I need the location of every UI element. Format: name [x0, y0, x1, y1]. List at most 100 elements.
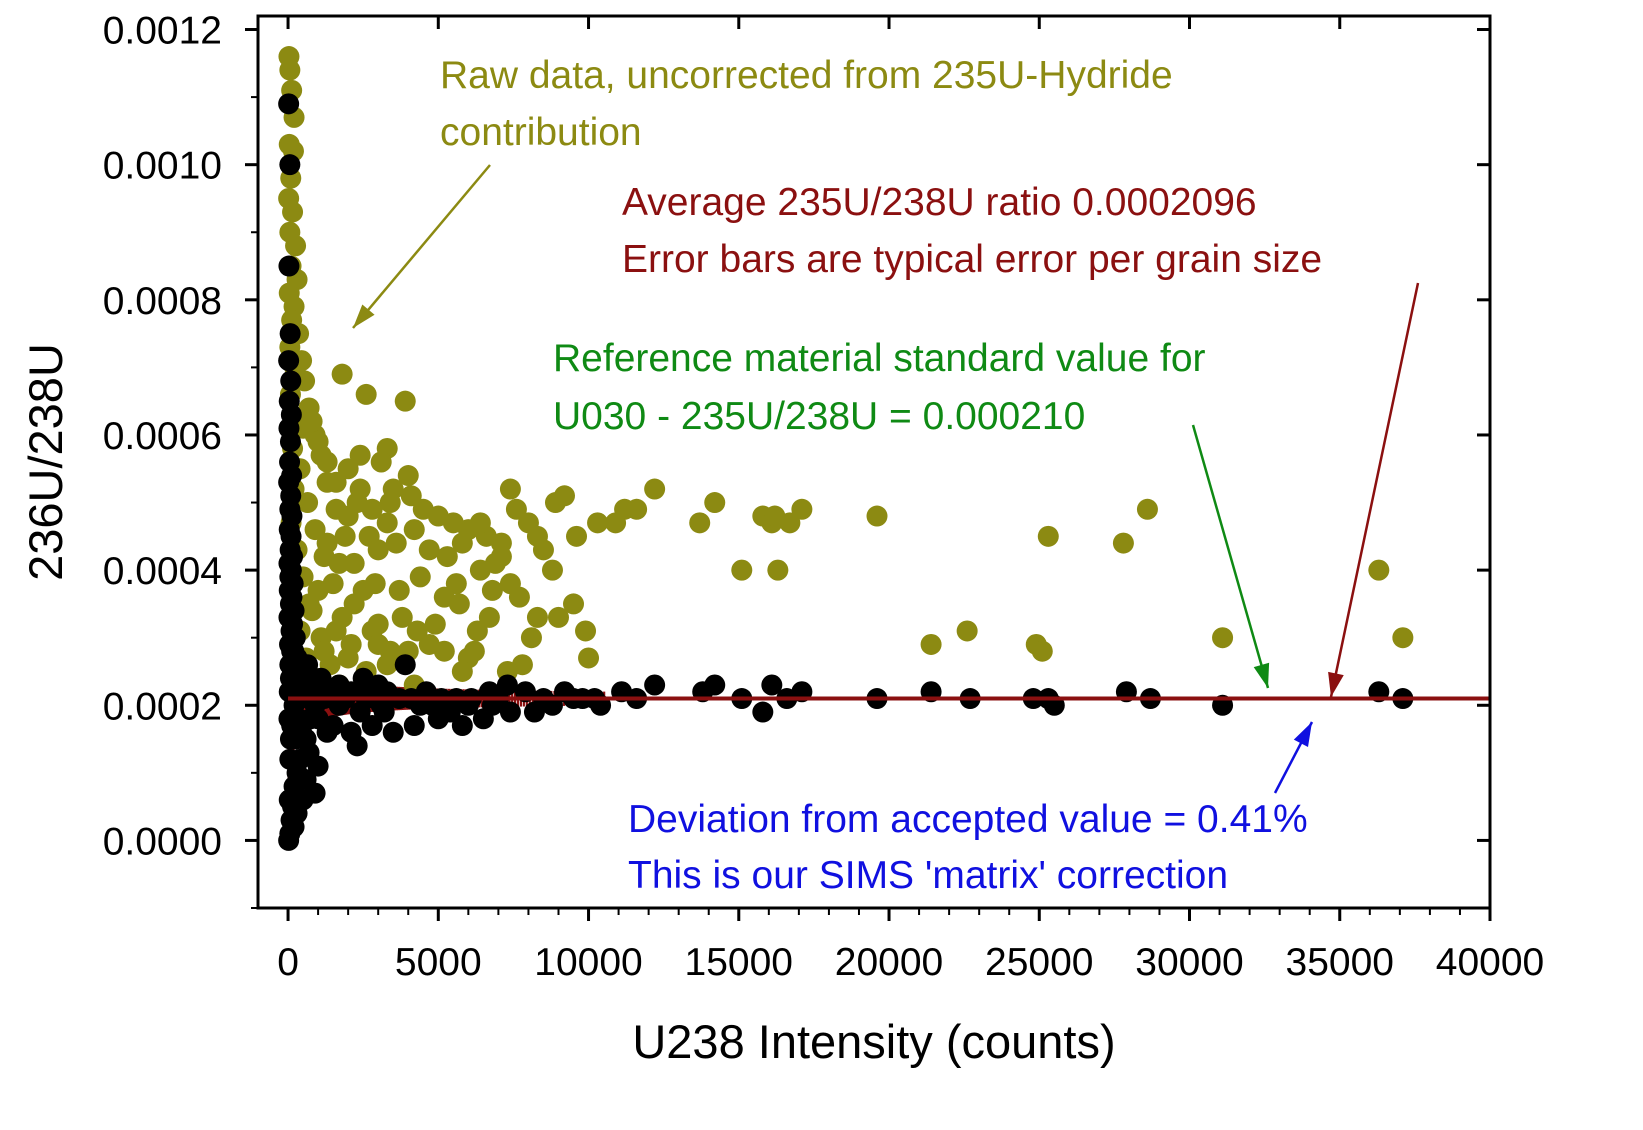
x-tick-label: 25000 [985, 941, 1093, 984]
annotation-average-ratio: Average 235U/238U ratio 0.0002096 Error … [622, 181, 1322, 281]
x-axis: 0 5000 10000 15000 20000 25000 30000 35000 40000 [277, 16, 1544, 984]
raw-data-point [791, 498, 813, 520]
raw-data-point [328, 552, 350, 574]
corrected-data-point [361, 715, 383, 737]
raw-data-point [469, 512, 491, 534]
raw-data-point [418, 633, 440, 655]
reference-value-arrow [1191, 424, 1270, 689]
annotation-average-line-2: Error bars are typical error per grain s… [622, 238, 1322, 281]
raw-data-point [397, 465, 419, 487]
raw-data-point [337, 647, 359, 669]
corrected-data-point [523, 701, 545, 723]
y-tick-label: 0.0006 [103, 415, 222, 458]
raw-data-point [704, 492, 726, 514]
raw-data-point [364, 573, 386, 595]
corrected-data-point [382, 721, 404, 743]
raw-data-point [376, 512, 398, 534]
raw-data-point [478, 606, 500, 628]
annotation-average-line-1: Average 235U/238U ratio 0.0002096 [622, 181, 1257, 224]
raw-data-point [385, 532, 407, 554]
annotation-deviation-line-1: Deviation from accepted value = 0.41% [628, 798, 1308, 841]
reference-value-arrow-shaft [1191, 424, 1270, 689]
raw-data-point [403, 519, 425, 541]
corrected-data-point [278, 789, 300, 811]
corrected-data-point [278, 255, 300, 277]
corrected-data-point [499, 701, 521, 723]
raw-data-point [532, 539, 554, 561]
deviation-arrow-head [1293, 722, 1312, 747]
raw-data-point [490, 546, 512, 568]
y-tick-label: 0.0010 [103, 145, 222, 188]
raw-data-point [400, 485, 422, 507]
x-axis-label: U238 Intensity (counts) [632, 1015, 1115, 1068]
raw-data-point [307, 579, 329, 601]
corrected-data-point [300, 708, 322, 730]
raw-data-point [767, 559, 789, 581]
raw-data-point [349, 444, 371, 466]
x-tick-label: 5000 [395, 941, 482, 984]
x-tick-label: 10000 [534, 941, 642, 984]
corrected-data-point [367, 674, 389, 696]
raw-data-point [343, 552, 365, 574]
raw-data-point [391, 606, 413, 628]
average-ratio-arrow-head [1328, 671, 1344, 697]
raw-data-point [334, 525, 356, 547]
corrected-data-point [310, 667, 332, 689]
raw-data-point [370, 451, 392, 473]
average-ratio-arrow-shaft [1329, 282, 1420, 698]
corrected-data-point [278, 829, 300, 851]
raw-data-point [517, 512, 539, 534]
raw-data-arrow [352, 164, 491, 329]
corrected-data-point [279, 323, 301, 345]
raw-data-point [1037, 525, 1059, 547]
annotation-deviation: Deviation from accepted value = 0.41% Th… [628, 798, 1308, 897]
reference-value-arrow-head [1253, 662, 1270, 688]
raw-data-point [297, 492, 319, 514]
raw-data-point [279, 59, 301, 81]
raw-data-point [575, 620, 597, 642]
corrected-data-point [403, 715, 425, 737]
raw-data-point [361, 498, 383, 520]
raw-data-point [285, 235, 307, 257]
annotation-raw-data: Raw data, uncorrected from 235U-Hydride … [440, 54, 1173, 154]
plot-area-frame [256, 14, 1492, 910]
raw-data-point [451, 532, 473, 554]
corrected-data-point [279, 431, 301, 453]
corrected-data-point [297, 654, 319, 676]
raw-data-point [578, 647, 600, 669]
corrected-data-point [451, 715, 473, 737]
raw-data-point [731, 559, 753, 581]
raw-data-point [448, 593, 470, 615]
raw-data-point [376, 654, 398, 676]
corrected-data-point [278, 350, 300, 372]
raw-data-point [1031, 640, 1053, 662]
raw-data-point [956, 620, 978, 642]
corrected-data-point [307, 755, 329, 777]
corrected-data-point [316, 721, 338, 743]
raw-data-point [406, 620, 428, 642]
raw-data-point [1112, 532, 1134, 554]
corrected-data-point [328, 674, 350, 696]
raw-data-point [445, 573, 467, 595]
x-tick-label: 20000 [835, 941, 943, 984]
series-corrected-data [278, 93, 1414, 851]
raw-data-point [779, 512, 801, 534]
x-tick-label: 40000 [1436, 941, 1544, 984]
raw-data-point [331, 363, 353, 385]
annotation-reference-material: Reference material standard value for U0… [553, 337, 1206, 438]
raw-data-point [307, 431, 329, 453]
raw-data-point [418, 539, 440, 561]
annotation-reference-line-2: U030 - 235U/238U = 0.000210 [553, 395, 1085, 438]
raw-data-point [541, 559, 563, 581]
raw-data-point [313, 640, 335, 662]
corrected-data-point [644, 674, 666, 696]
annotation-raw-data-line-2: contribution [440, 111, 642, 154]
raw-data-point [337, 458, 359, 480]
corrected-data-point [439, 701, 461, 723]
x-tick-label: 15000 [685, 941, 793, 984]
corrected-data-point [752, 701, 774, 723]
raw-data-point [466, 620, 488, 642]
raw-data-point [325, 620, 347, 642]
raw-data-point [409, 566, 431, 588]
